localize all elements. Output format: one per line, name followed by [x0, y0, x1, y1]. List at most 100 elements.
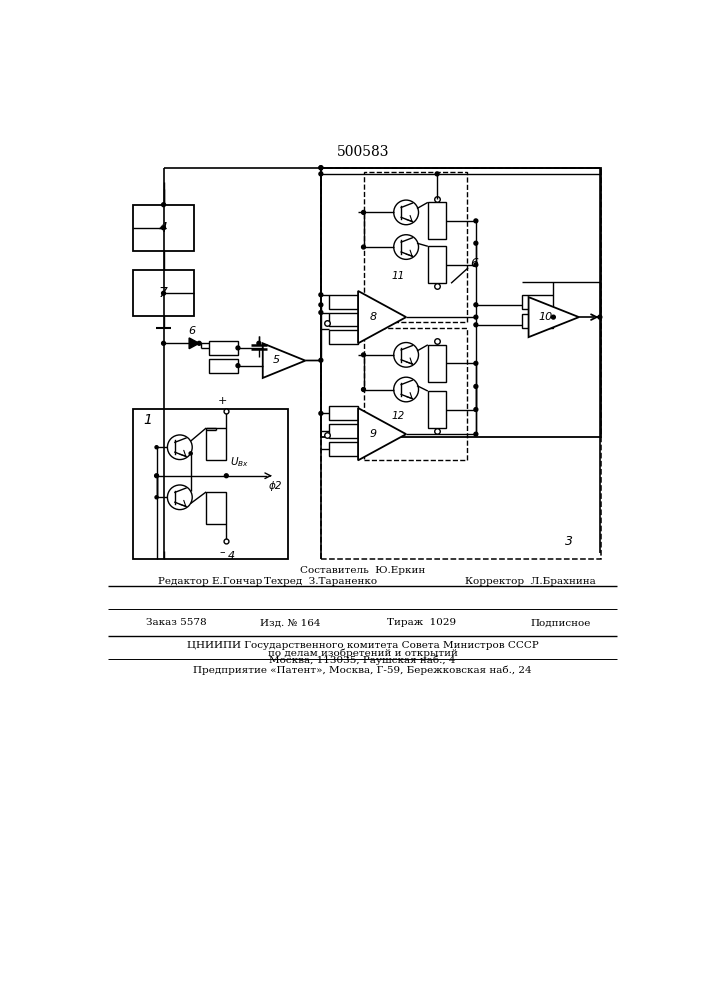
- Polygon shape: [358, 291, 406, 343]
- Text: $U_{Bx}$: $U_{Bx}$: [230, 455, 249, 469]
- Circle shape: [394, 200, 419, 225]
- Circle shape: [257, 341, 261, 345]
- Text: +: +: [218, 396, 227, 406]
- Circle shape: [319, 293, 323, 297]
- Polygon shape: [189, 338, 199, 349]
- Circle shape: [474, 361, 478, 365]
- Text: 7: 7: [159, 286, 168, 300]
- Text: 12: 12: [392, 411, 405, 421]
- Circle shape: [162, 291, 165, 295]
- Text: 1: 1: [143, 413, 152, 427]
- Circle shape: [361, 388, 366, 391]
- Bar: [329, 295, 358, 309]
- Text: 6: 6: [470, 257, 479, 270]
- Bar: [209, 359, 238, 373]
- Bar: [329, 312, 358, 326]
- Bar: [329, 330, 358, 344]
- Bar: [134, 205, 194, 251]
- Circle shape: [394, 235, 419, 259]
- Text: Заказ 5578: Заказ 5578: [146, 618, 207, 627]
- Text: 4: 4: [228, 551, 235, 561]
- Bar: [363, 172, 467, 322]
- Text: Редактор Е.Гончар: Редактор Е.Гончар: [158, 578, 262, 586]
- Text: Техред  З.Тараненко: Техред З.Тараненко: [264, 578, 378, 586]
- Bar: [522, 314, 554, 328]
- Circle shape: [319, 411, 323, 415]
- Circle shape: [155, 446, 158, 449]
- Bar: [428, 391, 446, 428]
- Circle shape: [474, 408, 478, 411]
- Text: –: –: [220, 547, 226, 557]
- Circle shape: [319, 311, 323, 314]
- Text: ЦНИИПИ Государственного комитета Совета Министров СССР: ЦНИИПИ Государственного комитета Совета …: [187, 641, 539, 650]
- Bar: [209, 341, 238, 355]
- Circle shape: [474, 263, 478, 267]
- Circle shape: [474, 384, 478, 388]
- Circle shape: [155, 474, 158, 478]
- Circle shape: [197, 341, 201, 345]
- Text: 9: 9: [369, 429, 376, 439]
- Bar: [206, 492, 226, 524]
- Text: по делам изобретений и открытий: по делам изобретений и открытий: [268, 648, 457, 658]
- Polygon shape: [358, 408, 406, 460]
- Text: Составитель  Ю.Еркин: Составитель Ю.Еркин: [300, 566, 426, 575]
- Text: Подписное: Подписное: [531, 618, 591, 627]
- Text: Изд. № 164: Изд. № 164: [259, 618, 320, 627]
- Circle shape: [236, 346, 240, 350]
- Bar: [134, 270, 194, 316]
- Bar: [329, 442, 358, 456]
- Circle shape: [162, 203, 165, 207]
- Bar: [522, 295, 554, 309]
- Circle shape: [319, 303, 323, 307]
- Text: Тираж  1029: Тираж 1029: [387, 618, 456, 627]
- Circle shape: [474, 432, 478, 436]
- Circle shape: [474, 315, 478, 319]
- Text: 6: 6: [188, 326, 195, 336]
- Bar: [206, 428, 226, 460]
- Text: Москва, 113035, Раушская наб., 4: Москва, 113035, Раушская наб., 4: [269, 656, 456, 665]
- Text: 500583: 500583: [337, 145, 389, 159]
- Circle shape: [551, 315, 555, 319]
- Circle shape: [361, 210, 366, 214]
- Circle shape: [474, 241, 478, 245]
- Bar: [363, 328, 467, 460]
- Bar: [134, 409, 288, 559]
- Circle shape: [319, 166, 323, 170]
- Text: 8: 8: [369, 312, 376, 322]
- Text: 11: 11: [392, 271, 405, 281]
- Polygon shape: [529, 297, 579, 337]
- Circle shape: [319, 166, 323, 170]
- Circle shape: [394, 343, 419, 367]
- Circle shape: [361, 353, 366, 357]
- Circle shape: [319, 358, 323, 362]
- Circle shape: [474, 323, 478, 327]
- Circle shape: [168, 485, 192, 510]
- Text: 4: 4: [159, 221, 168, 235]
- Bar: [428, 202, 446, 239]
- Bar: [428, 246, 446, 283]
- Bar: [321, 168, 601, 559]
- Circle shape: [155, 496, 158, 499]
- Polygon shape: [263, 343, 305, 378]
- Text: 5: 5: [272, 355, 279, 365]
- Text: 3: 3: [565, 535, 573, 548]
- Circle shape: [319, 172, 323, 176]
- Circle shape: [436, 172, 439, 176]
- Circle shape: [162, 341, 165, 345]
- Bar: [428, 345, 446, 382]
- Circle shape: [598, 315, 602, 319]
- Bar: [329, 406, 358, 420]
- Circle shape: [224, 474, 228, 478]
- Text: 10: 10: [539, 312, 553, 322]
- Circle shape: [162, 226, 165, 230]
- Circle shape: [394, 377, 419, 402]
- Circle shape: [361, 245, 366, 249]
- Bar: [321, 168, 601, 437]
- Text: Предприятие «Патент», Москва, Г-59, Бережковская наб., 24: Предприятие «Патент», Москва, Г-59, Бере…: [194, 666, 532, 675]
- Text: Корректор  Л.Брахнина: Корректор Л.Брахнина: [464, 578, 595, 586]
- Circle shape: [236, 364, 240, 368]
- Circle shape: [168, 435, 192, 460]
- Circle shape: [474, 303, 478, 307]
- Circle shape: [474, 219, 478, 223]
- Circle shape: [189, 452, 192, 455]
